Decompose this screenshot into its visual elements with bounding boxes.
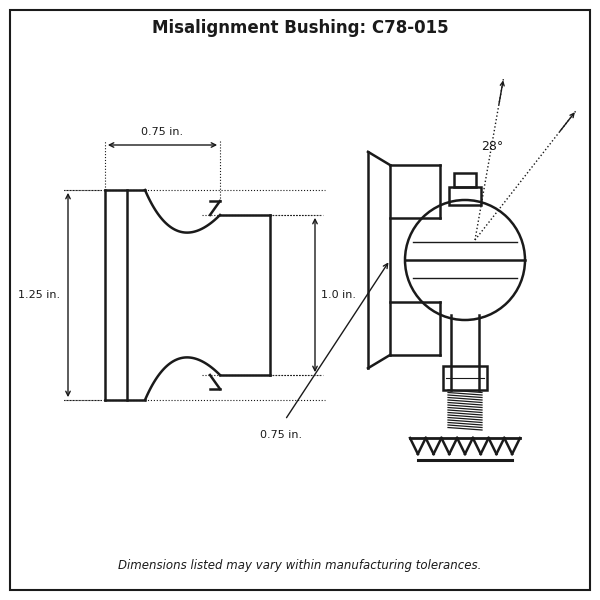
Bar [449, 187, 481, 205]
Text: 1.0 in.: 1.0 in. [321, 290, 356, 300]
Text: 0.75 in.: 0.75 in. [260, 430, 302, 440]
Text: Dimensions listed may vary within manufacturing tolerances.: Dimensions listed may vary within manufa… [118, 559, 482, 571]
Text: 28°: 28° [482, 140, 504, 153]
Text: 0.75 in.: 0.75 in. [142, 127, 184, 137]
Text: 1.25 in.: 1.25 in. [18, 290, 60, 300]
Bar [443, 366, 487, 390]
Bar [454, 173, 476, 187]
Text: Misalignment Bushing: C78-015: Misalignment Bushing: C78-015 [152, 19, 448, 37]
